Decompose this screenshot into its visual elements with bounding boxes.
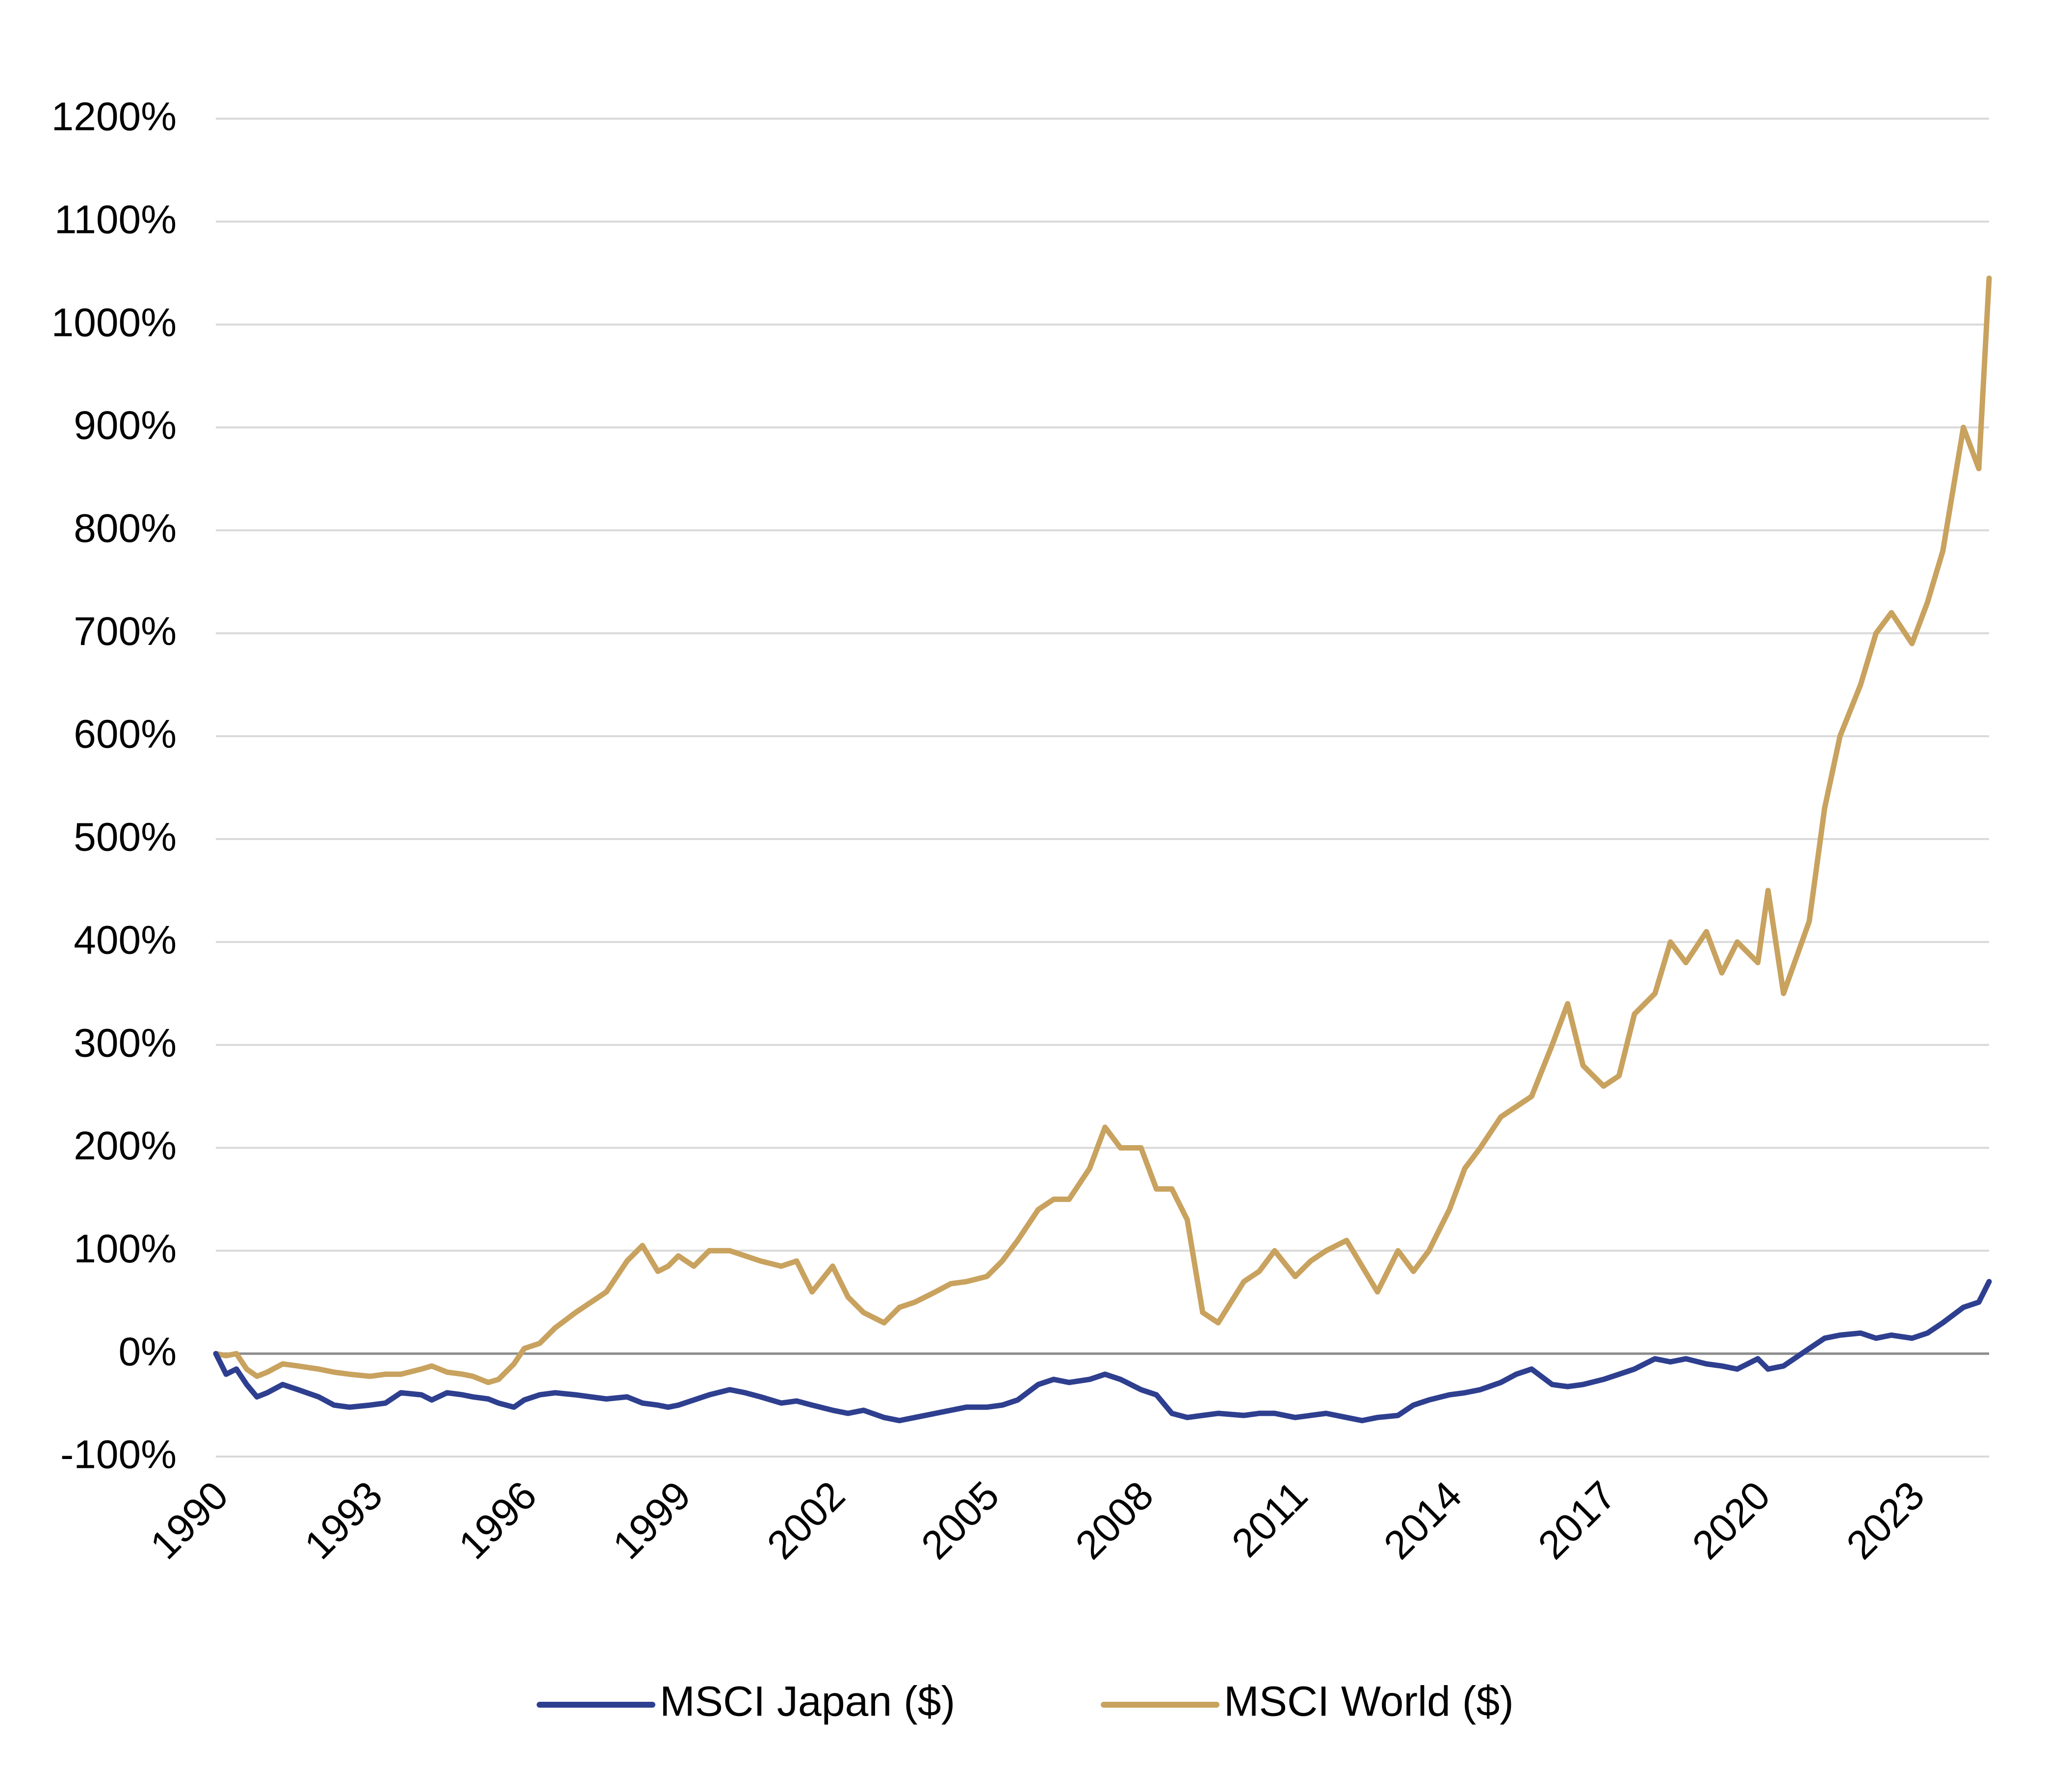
y-tick-label: -100%: [60, 1433, 177, 1477]
y-tick-label: 300%: [74, 1021, 177, 1065]
series-lines: [213, 275, 1992, 1424]
x-tick-label: 2017: [1530, 1473, 1625, 1567]
x-tick-label: 1990: [142, 1473, 236, 1567]
x-tick-label: 2020: [1684, 1473, 1779, 1567]
legend-label-japan: MSCI Japan ($): [660, 1678, 955, 1725]
x-tick-label: 1996: [450, 1473, 545, 1567]
legend-label-world: MSCI World ($): [1224, 1678, 1514, 1725]
y-tick-label: 800%: [74, 506, 177, 551]
y-tick-label: 1200%: [52, 95, 177, 139]
y-tick-label: 0%: [118, 1330, 177, 1374]
y-tick-label: 1000%: [52, 300, 177, 345]
y-tick-label: 100%: [74, 1227, 177, 1271]
x-tick-label: 2002: [759, 1473, 854, 1567]
x-tick-label: 2014: [1375, 1473, 1470, 1567]
legend: MSCI Japan ($) MSCI World ($): [537, 1678, 1514, 1725]
series-line-msci-japan: [213, 1279, 1992, 1424]
x-tick-label: 2008: [1067, 1473, 1162, 1567]
x-tick-label: 2005: [913, 1473, 1008, 1567]
x-tick-label: 2023: [1838, 1473, 1933, 1567]
legend-item-world: MSCI World ($): [1101, 1678, 1514, 1725]
y-axis-tick-labels: -100% 0% 100% 200% 300% 400% 500% 600% 700% 800% 9…: [52, 95, 177, 1477]
x-axis-tick-labels: 1990 1993 1996 1999 2002 2005 2008 2011 2014 2017…: [142, 1473, 1933, 1567]
y-tick-label: 400%: [74, 918, 177, 962]
y-tick-label: 900%: [74, 403, 177, 448]
y-tick-label: 200%: [74, 1124, 177, 1168]
legend-item-japan: MSCI Japan ($): [537, 1678, 955, 1725]
y-tick-label: 500%: [74, 815, 177, 860]
y-tick-label: 1100%: [54, 198, 177, 242]
x-tick-label: 1993: [296, 1473, 391, 1567]
y-tick-label: 700%: [74, 609, 177, 654]
x-tick-label: 2011: [1223, 1473, 1316, 1565]
y-tick-label: 600%: [74, 712, 177, 757]
gridlines: [216, 118, 1989, 1458]
x-tick-label: 1999: [604, 1473, 699, 1567]
series-line-msci-world: [213, 275, 1992, 1385]
